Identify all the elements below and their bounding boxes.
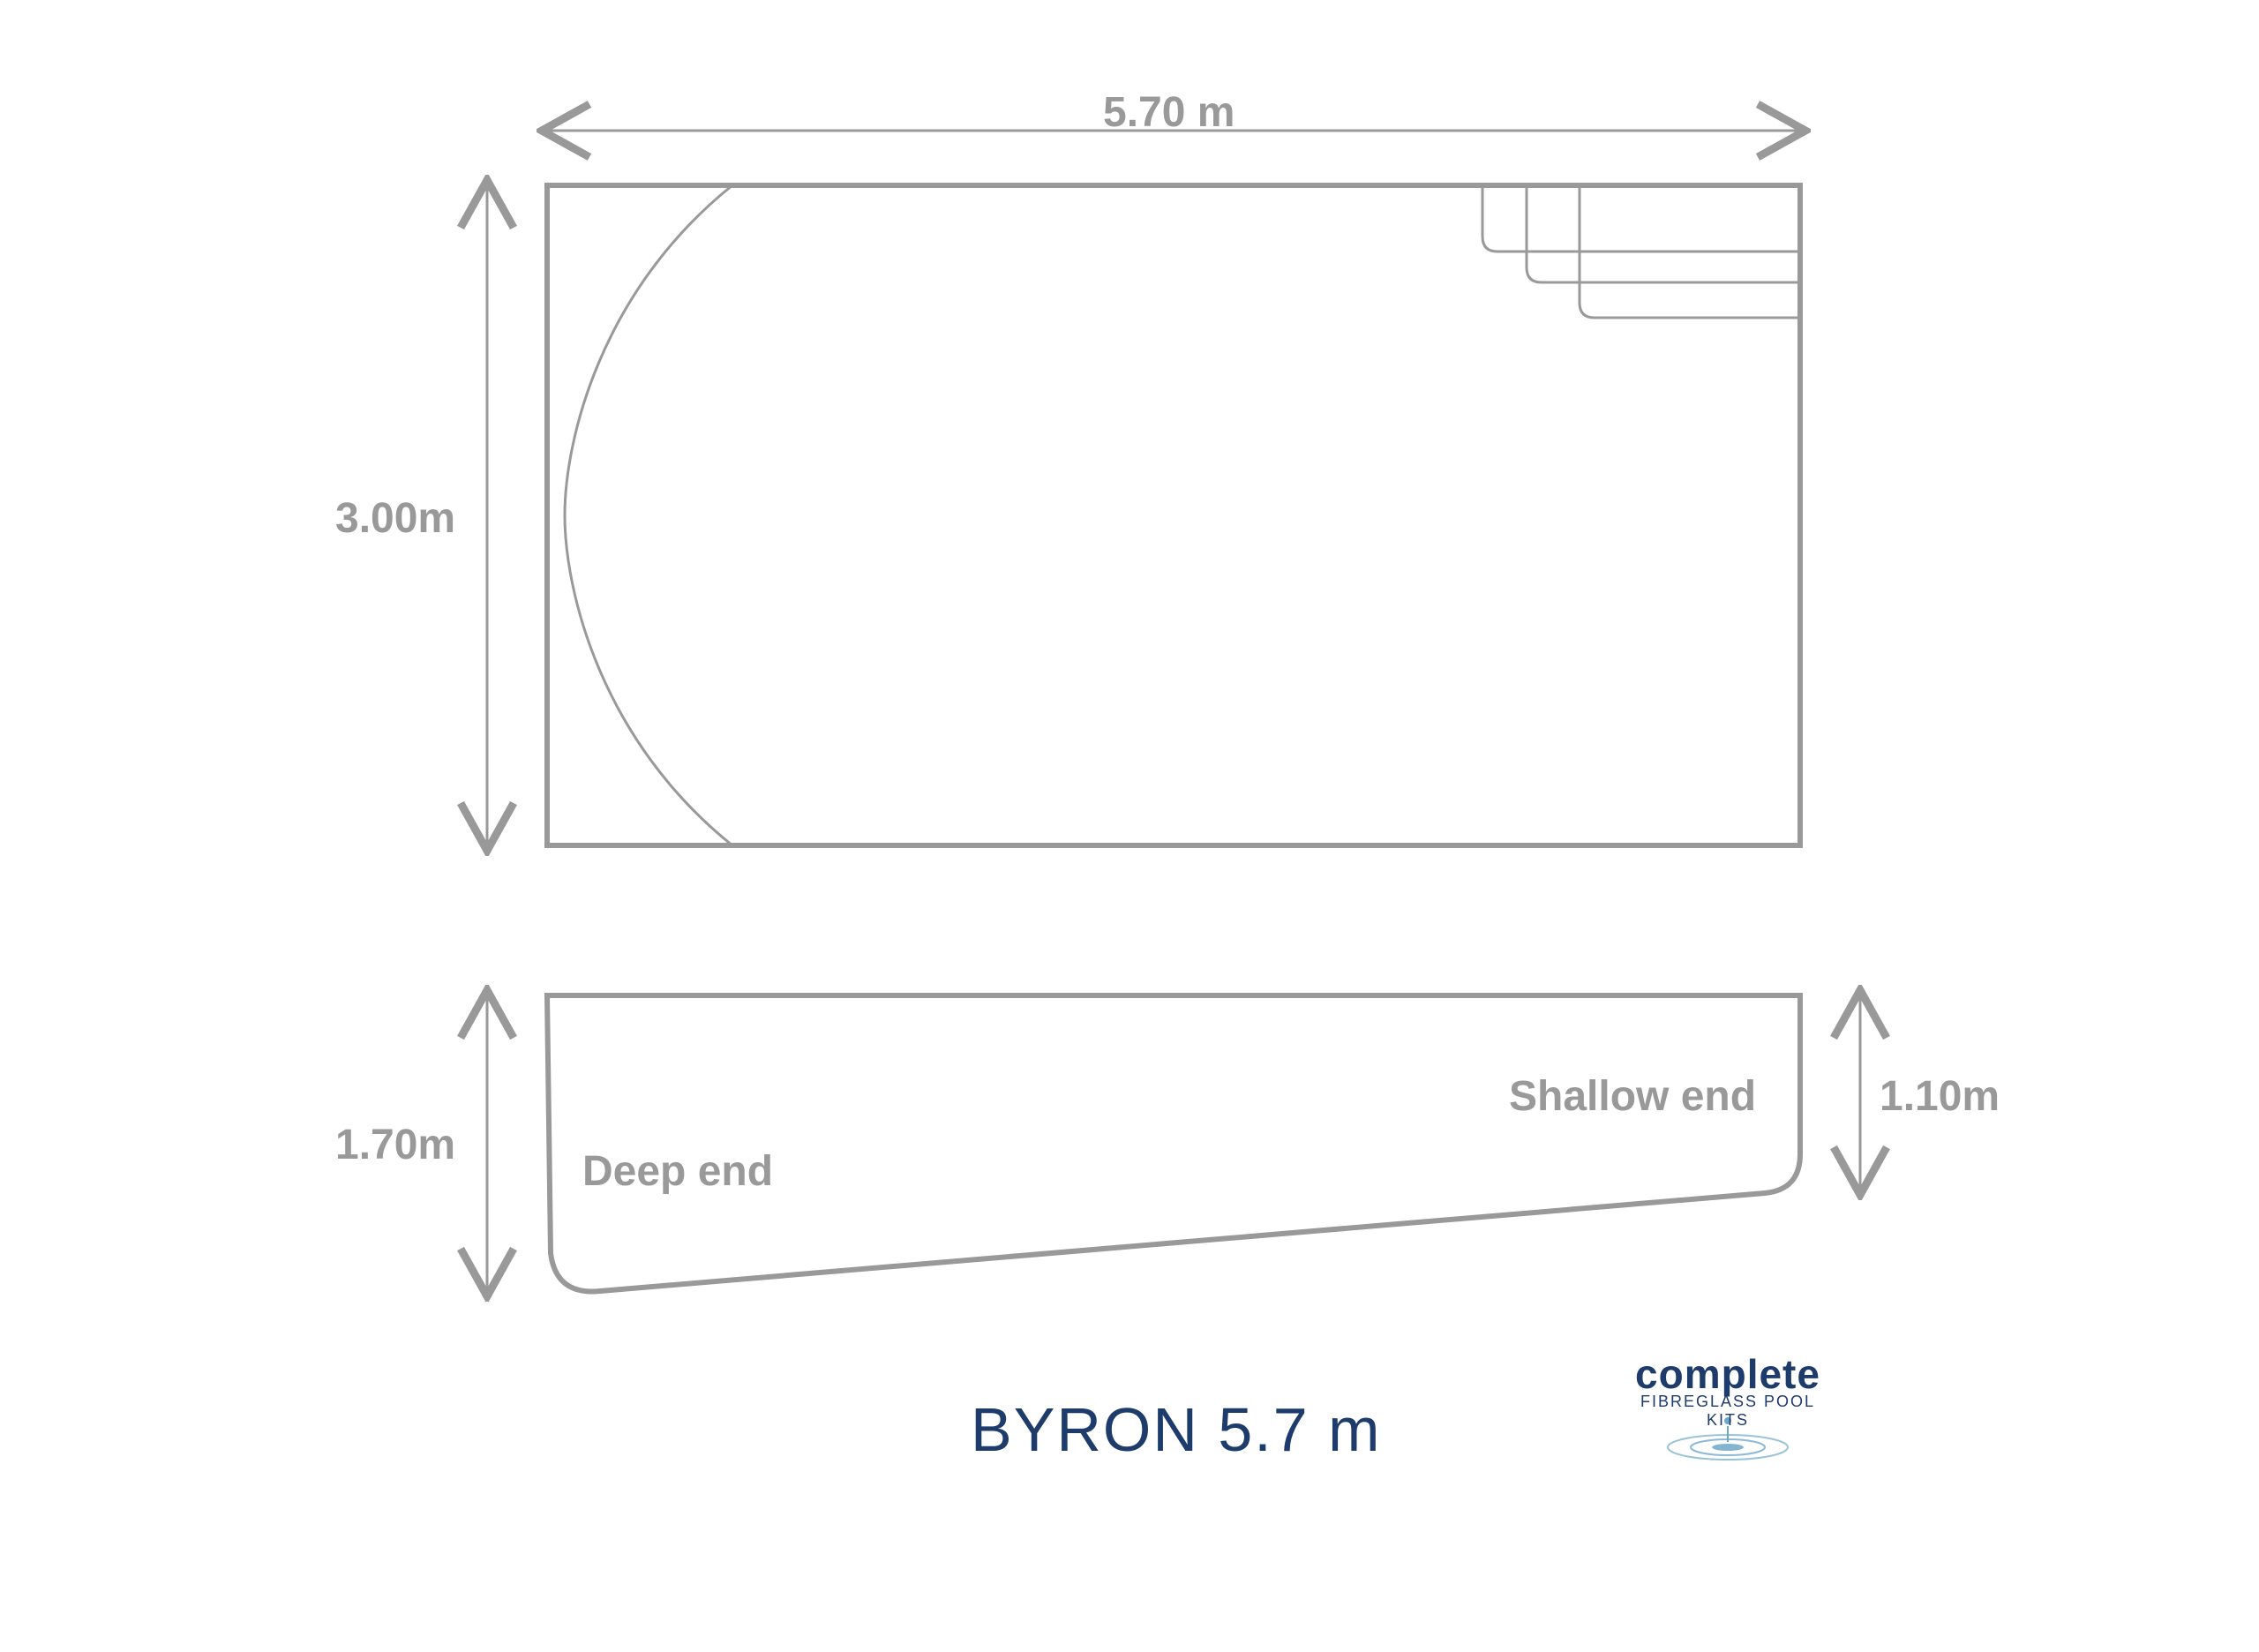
side-view-outline — [547, 995, 1800, 1291]
label-shallow-end: Shallow end — [1509, 1072, 1756, 1121]
label-length: 5.70 m — [1103, 88, 1235, 137]
top-view-step-1 — [1482, 185, 1800, 252]
label-shallow-depth: 1.10m — [1880, 1072, 2000, 1121]
logo-sub-text: FIBREGLASS POOL KITS — [1632, 1393, 1823, 1430]
pool-diagram: 5.70 m 3.00m 1.70m 1.10m Deep end Shallo… — [0, 0, 2259, 1652]
label-deep-depth: 1.70m — [335, 1121, 455, 1169]
top-view-step-2 — [1527, 185, 1800, 282]
diagram-title: BYRON 5.7 m — [971, 1394, 1381, 1465]
label-width: 3.00m — [335, 494, 455, 543]
top-view-outline — [547, 185, 1800, 845]
brand-logo: complete FIBREGLASS POOL KITS — [1632, 1350, 1823, 1430]
logo-main-text: complete — [1632, 1350, 1823, 1398]
label-deep-end: Deep end — [582, 1147, 773, 1196]
top-view-left-curve — [565, 185, 732, 845]
